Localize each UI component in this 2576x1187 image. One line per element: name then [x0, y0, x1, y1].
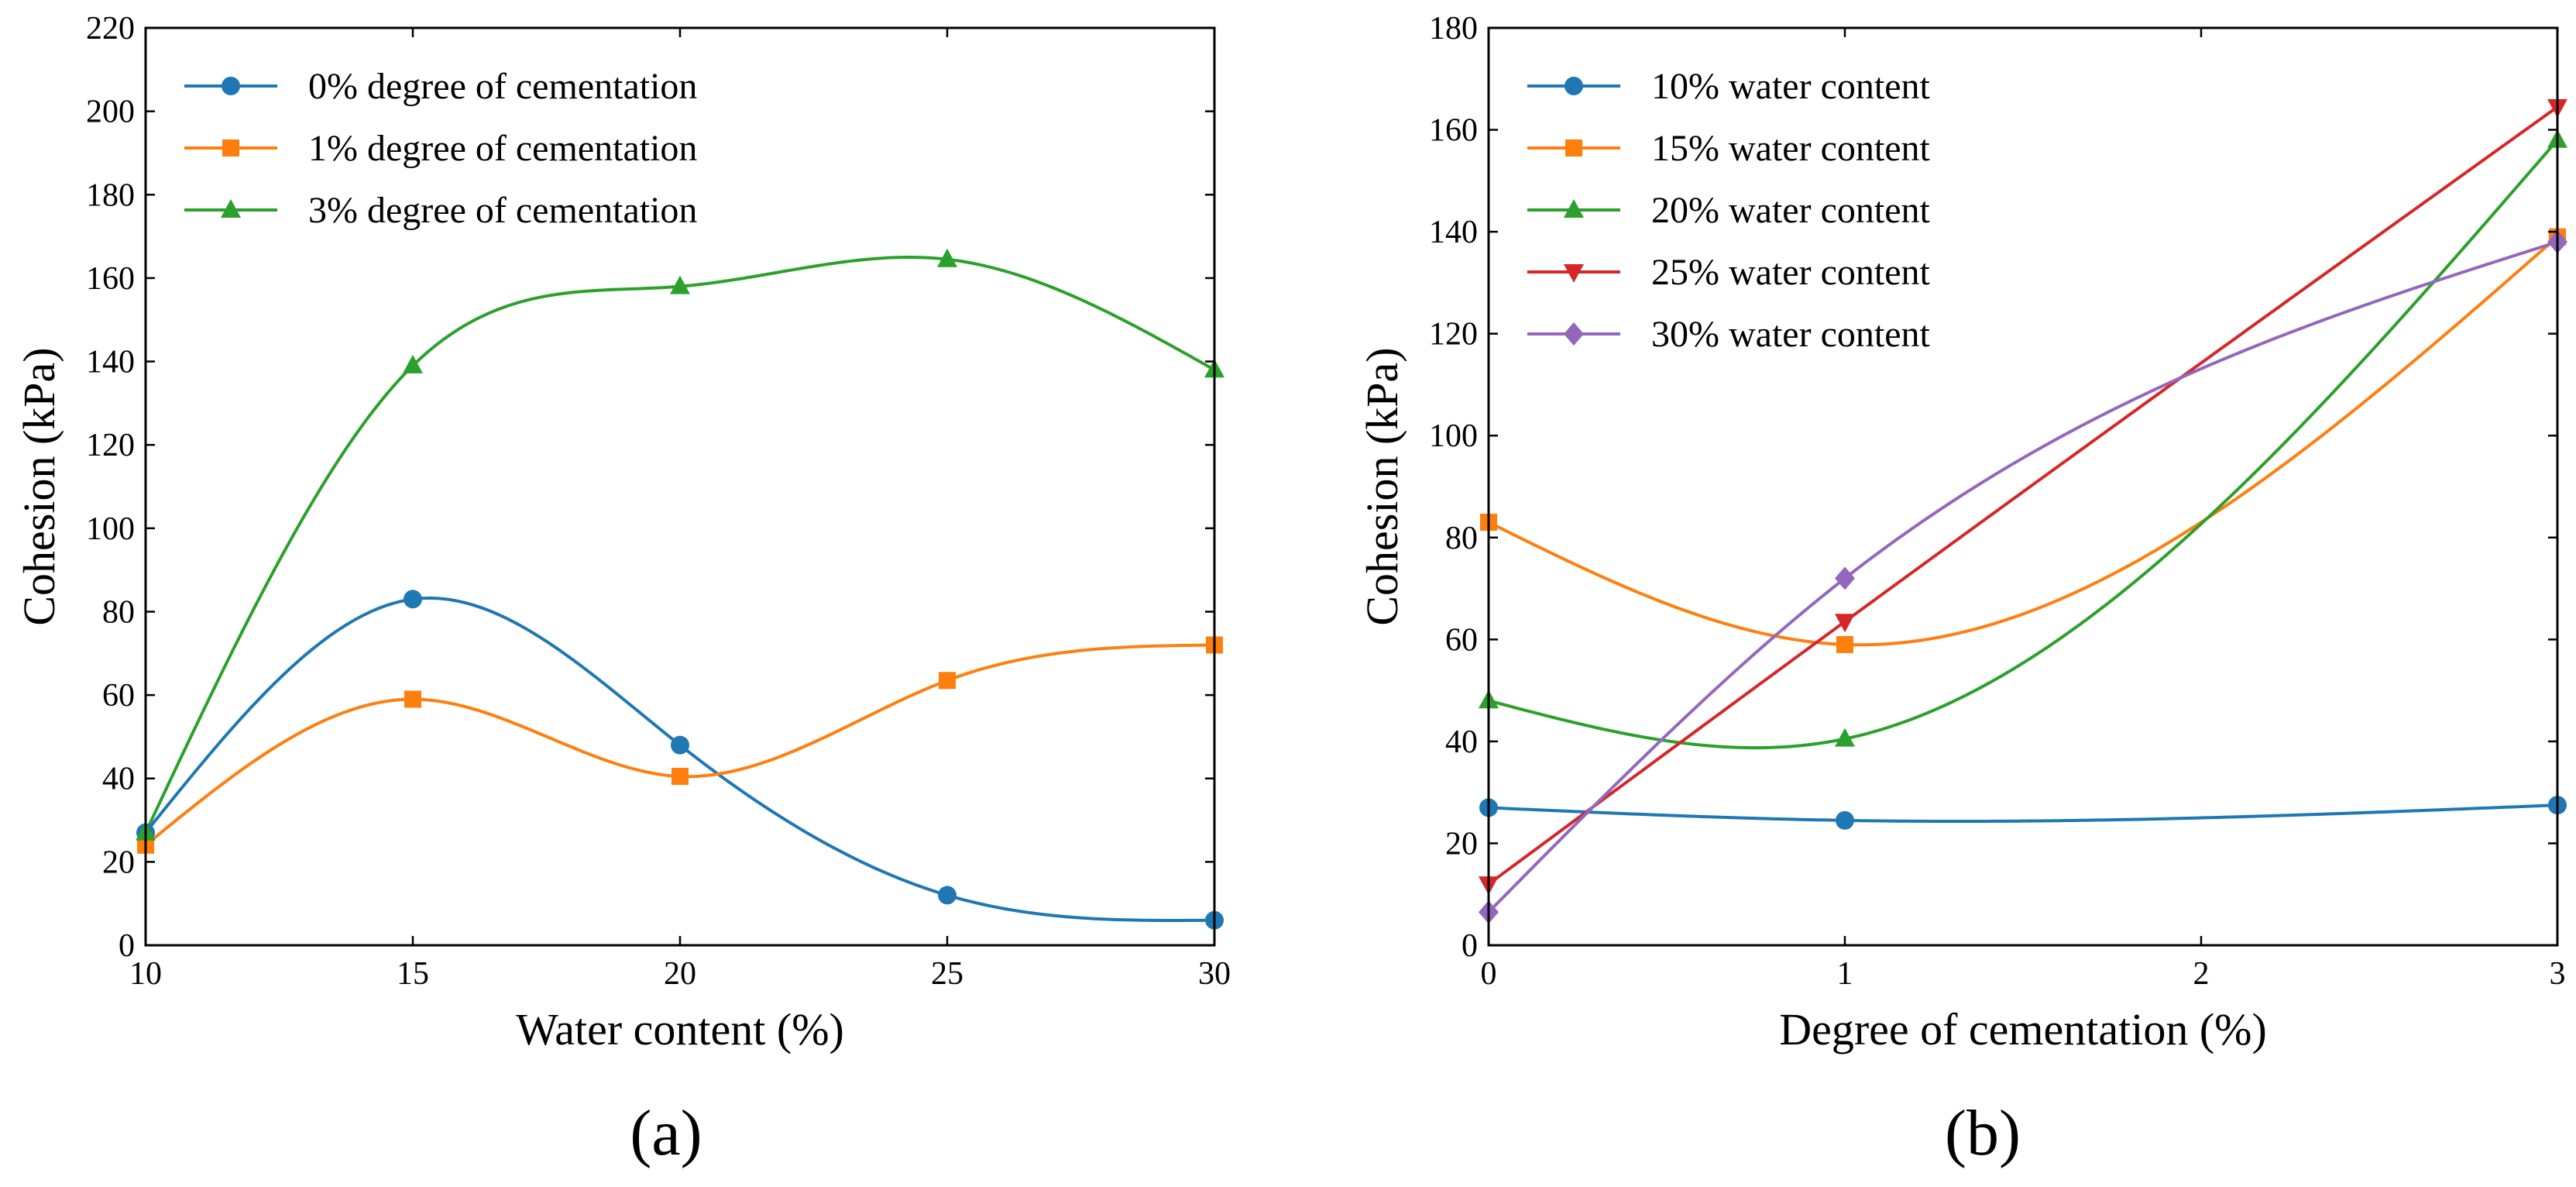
legend-label-1-4: 30% water content	[1651, 314, 1931, 355]
y-tick-label-0-0: 0	[118, 928, 135, 964]
data-point-1-2-1	[1835, 728, 1855, 747]
series-line-1-1	[1489, 236, 2557, 647]
x-tick-label-1-3: 3	[2550, 956, 2566, 992]
y-tick-label-0-7: 140	[86, 345, 135, 380]
y-tick-label-1-5: 100	[1429, 418, 1478, 454]
y-axis-title-1: Cohesion (kPa)	[1357, 347, 1407, 625]
y-tick-label-1-1: 20	[1445, 826, 1478, 862]
panel-label-0: (a)	[630, 1097, 702, 1169]
data-point-0-0-3	[938, 886, 957, 905]
legend-label-1-2: 20% water content	[1651, 190, 1931, 231]
y-tick-label-0-2: 40	[102, 762, 135, 797]
x-tick-label-1-0: 0	[1481, 956, 1497, 992]
y-tick-label-1-9: 180	[1429, 11, 1478, 46]
y-axis-title-0: Cohesion (kPa)	[14, 347, 64, 625]
x-axis-title-1: Degree of cementation (%)	[1779, 1004, 2267, 1055]
y-tick-label-1-8: 160	[1429, 113, 1478, 149]
y-tick-label-0-5: 100	[86, 511, 135, 547]
data-point-1-3-1	[1835, 614, 1855, 633]
series-line-1-3	[1489, 105, 2557, 886]
legend-label-0-1: 1% degree of cementation	[308, 128, 697, 169]
y-tick-label-1-2: 40	[1445, 724, 1478, 760]
x-tick-label-0-1: 15	[397, 956, 429, 992]
chart-panel-1: 0 1 2 3 0 20 40 60 80 100 120 140 160 180 Degree of ce…	[1357, 11, 2567, 1169]
y-tick-label-1-7: 140	[1429, 215, 1478, 250]
x-tick-label-0-3: 25	[931, 956, 963, 992]
legend-label-1-3: 25% water content	[1651, 252, 1931, 293]
data-point-0-1-1	[404, 690, 421, 708]
series-line-1-0	[1489, 803, 2557, 824]
data-point-1-0-1	[1836, 810, 1854, 830]
y-tick-label-0-9: 180	[86, 177, 135, 213]
y-tick-label-0-4: 80	[102, 594, 135, 630]
legend-marker-0-1	[222, 139, 239, 157]
legend-label-1-1: 15% water content	[1651, 128, 1931, 169]
y-tick-label-0-11: 220	[86, 11, 135, 46]
x-tick-label-0-4: 30	[1198, 956, 1231, 992]
y-tick-label-0-3: 60	[102, 678, 135, 714]
legend-label-0-0: 0% degree of cementation	[308, 66, 697, 107]
data-point-0-1-2	[671, 768, 689, 786]
series-line-0-0	[146, 596, 1214, 922]
data-point-0-2-1	[403, 354, 423, 373]
data-point-0-1-3	[939, 672, 956, 690]
x-tick-label-1-2: 2	[2193, 956, 2210, 992]
data-point-0-2-2	[670, 275, 690, 294]
y-tick-label-0-10: 200	[86, 95, 135, 130]
legend-marker-1-0	[1564, 77, 1583, 95]
chart-panel-0: 10 15 20 25 30 0 20 40 60 80 100 120 140 160 180 200 220…	[14, 11, 1231, 1169]
legend-label-1-0: 10% water content	[1651, 66, 1931, 107]
legend-marker-1-1	[1565, 139, 1582, 157]
legend-marker-1-2	[1564, 199, 1584, 218]
x-tick-label-1-1: 1	[1837, 956, 1853, 992]
x-axis-title-0: Water content (%)	[516, 1004, 844, 1055]
x-tick-label-0-0: 10	[129, 956, 162, 992]
y-tick-label-0-1: 20	[102, 845, 135, 880]
x-tick-label-0-2: 20	[664, 956, 696, 992]
y-tick-label-0-6: 120	[86, 428, 135, 463]
data-point-1-4-1	[1835, 566, 1855, 590]
legend-marker-1-3	[1564, 264, 1584, 283]
legend-0: 0% degree of cementation 1% degree of cem…	[184, 66, 697, 231]
legend-marker-1-4	[1564, 322, 1584, 346]
data-point-0-0-1	[404, 590, 422, 609]
legend-marker-0-0	[222, 77, 240, 95]
legend-1: 10% water content 15% water content 20% wa…	[1527, 66, 1931, 355]
y-tick-label-1-6: 120	[1429, 317, 1478, 353]
plot-frame-1	[1487, 26, 2559, 947]
panel-label-1: (b)	[1945, 1097, 2021, 1169]
series-line-1-2	[1489, 139, 2557, 750]
series-line-1-4	[1489, 240, 2557, 913]
legend-marker-0-2	[221, 199, 241, 218]
data-point-1-1-1	[1836, 635, 1853, 653]
y-tick-label-1-0: 0	[1461, 928, 1478, 964]
data-point-0-0-2	[671, 735, 689, 755]
y-tick-label-1-4: 80	[1445, 521, 1478, 556]
y-tick-label-1-3: 60	[1445, 622, 1478, 658]
legend-label-0-2: 3% degree of cementation	[308, 190, 697, 231]
y-tick-label-0-8: 160	[86, 261, 135, 297]
data-point-0-2-3	[937, 248, 957, 267]
